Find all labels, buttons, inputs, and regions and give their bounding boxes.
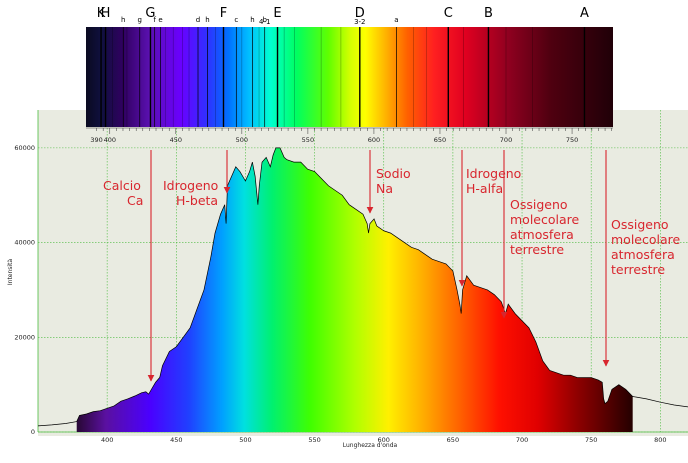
x-axis-label: Lunghezza d'onda <box>343 442 398 449</box>
y-tick-label: 60000 <box>14 144 35 152</box>
line-letter: a <box>394 16 398 24</box>
line-letter: E <box>273 6 281 21</box>
annotation-label: Idrogeno H-beta <box>163 178 218 208</box>
y-axis-label: Intensità <box>7 259 14 286</box>
line-letter: G <box>145 6 155 21</box>
strip-tick-label: 650 <box>434 136 446 144</box>
strip-tick-label: 400 <box>104 136 116 144</box>
x-tick-label: 600 <box>378 436 390 444</box>
line-letter: K <box>97 6 106 21</box>
line-letter: C <box>444 6 453 21</box>
line-letter: h <box>121 16 125 24</box>
spectrum-line <box>37 147 688 427</box>
line-letter: D <box>355 6 365 21</box>
x-tick-label: 800 <box>654 436 666 444</box>
line-letter: H <box>101 6 111 21</box>
fraunhofer-strip <box>86 27 613 127</box>
line-letter: 4-1 <box>259 18 270 26</box>
annotation-label: Ossigeno molecolare atmosfera terrestre <box>611 217 681 277</box>
strip-tick-label: 390 <box>90 136 102 144</box>
strip-tick-label: 450 <box>170 136 182 144</box>
annotations: Calcio Ca Idrogeno H-beta Sodio Na Idrogeno H-a… <box>103 150 681 382</box>
x-tick-label: 700 <box>516 436 528 444</box>
line-letter: b <box>262 16 267 24</box>
line-letter: c <box>234 16 238 24</box>
x-tick-label: 550 <box>308 436 320 444</box>
strip-scale: 390 400 450 500 550 600 650 700 750 <box>86 127 613 144</box>
strip-tick-label: 550 <box>302 136 314 144</box>
x-tick-label: 750 <box>585 436 597 444</box>
line-letter: F <box>220 6 227 21</box>
x-tick-label: 650 <box>447 436 459 444</box>
strip-tick-label: 750 <box>566 136 578 144</box>
strip-tick-label: 500 <box>236 136 248 144</box>
line-letter: f <box>153 16 156 24</box>
line-letter: h <box>205 16 209 24</box>
annotation-label: Idrogeno H-alfa <box>466 166 521 196</box>
annotation-label: Sodio Na <box>376 166 411 196</box>
line-letter: e <box>158 16 162 24</box>
y-tick-label: 0 <box>31 428 35 436</box>
line-letter: A <box>580 6 589 21</box>
x-tick-label: 400 <box>101 436 113 444</box>
annotation-label: Ossigeno molecolare atmosfera terrestre <box>510 197 580 257</box>
y-tick-label: 20000 <box>14 333 35 341</box>
strip-tick-label: 600 <box>368 136 380 144</box>
x-tick-label: 500 <box>239 436 251 444</box>
line-letter: d <box>196 16 200 24</box>
line-letter: 3-2 <box>354 18 365 26</box>
annotation-label: Calcio Ca <box>103 178 143 208</box>
line-letter: g <box>138 16 142 24</box>
strip-tick-label: 700 <box>500 136 512 144</box>
spectrum-area <box>76 147 633 432</box>
line-letter: B <box>484 6 493 21</box>
line-letter: h <box>250 16 254 24</box>
x-tick-label: 450 <box>170 436 182 444</box>
y-tick-label: 40000 <box>14 239 35 247</box>
